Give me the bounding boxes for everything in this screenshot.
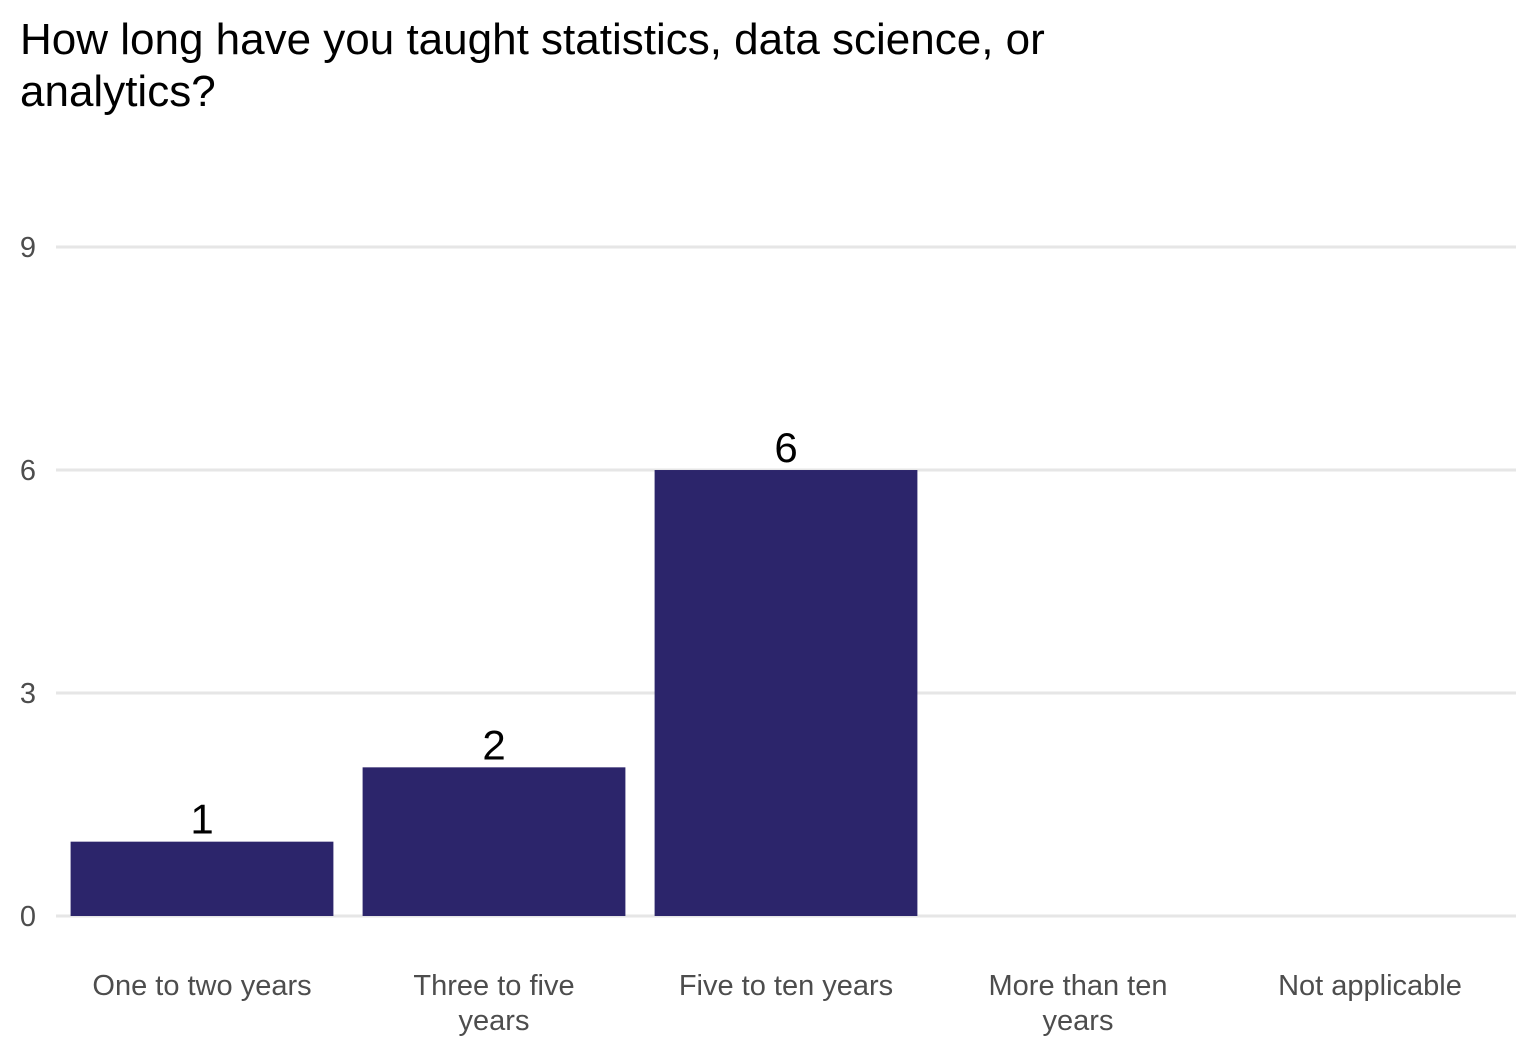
- x-category-label: years: [1043, 1005, 1114, 1037]
- x-category-label: Three to five: [413, 970, 574, 1002]
- data-label: 1: [190, 796, 213, 843]
- y-tick-label: 0: [20, 901, 36, 933]
- x-category-label: More than ten: [989, 970, 1168, 1002]
- bars: [70, 470, 918, 916]
- data-label: 6: [774, 424, 797, 471]
- y-tick-label: 3: [20, 678, 36, 710]
- bar: [654, 470, 918, 916]
- x-category-label: years: [459, 1005, 530, 1037]
- bar: [362, 767, 626, 916]
- y-axis-ticks: 0 3 6 9: [20, 232, 36, 933]
- x-category-label: Five to ten years: [679, 970, 893, 1002]
- y-tick-label: 9: [20, 232, 36, 264]
- y-tick-label: 6: [20, 455, 36, 487]
- chart-title: How long have you taught statistics, dat…: [20, 15, 1045, 116]
- x-category-label: One to two years: [92, 970, 311, 1002]
- x-category-label: Not applicable: [1278, 970, 1462, 1002]
- bar: [70, 841, 334, 916]
- data-label: 2: [482, 721, 505, 768]
- data-labels: 1 2 6: [190, 424, 797, 843]
